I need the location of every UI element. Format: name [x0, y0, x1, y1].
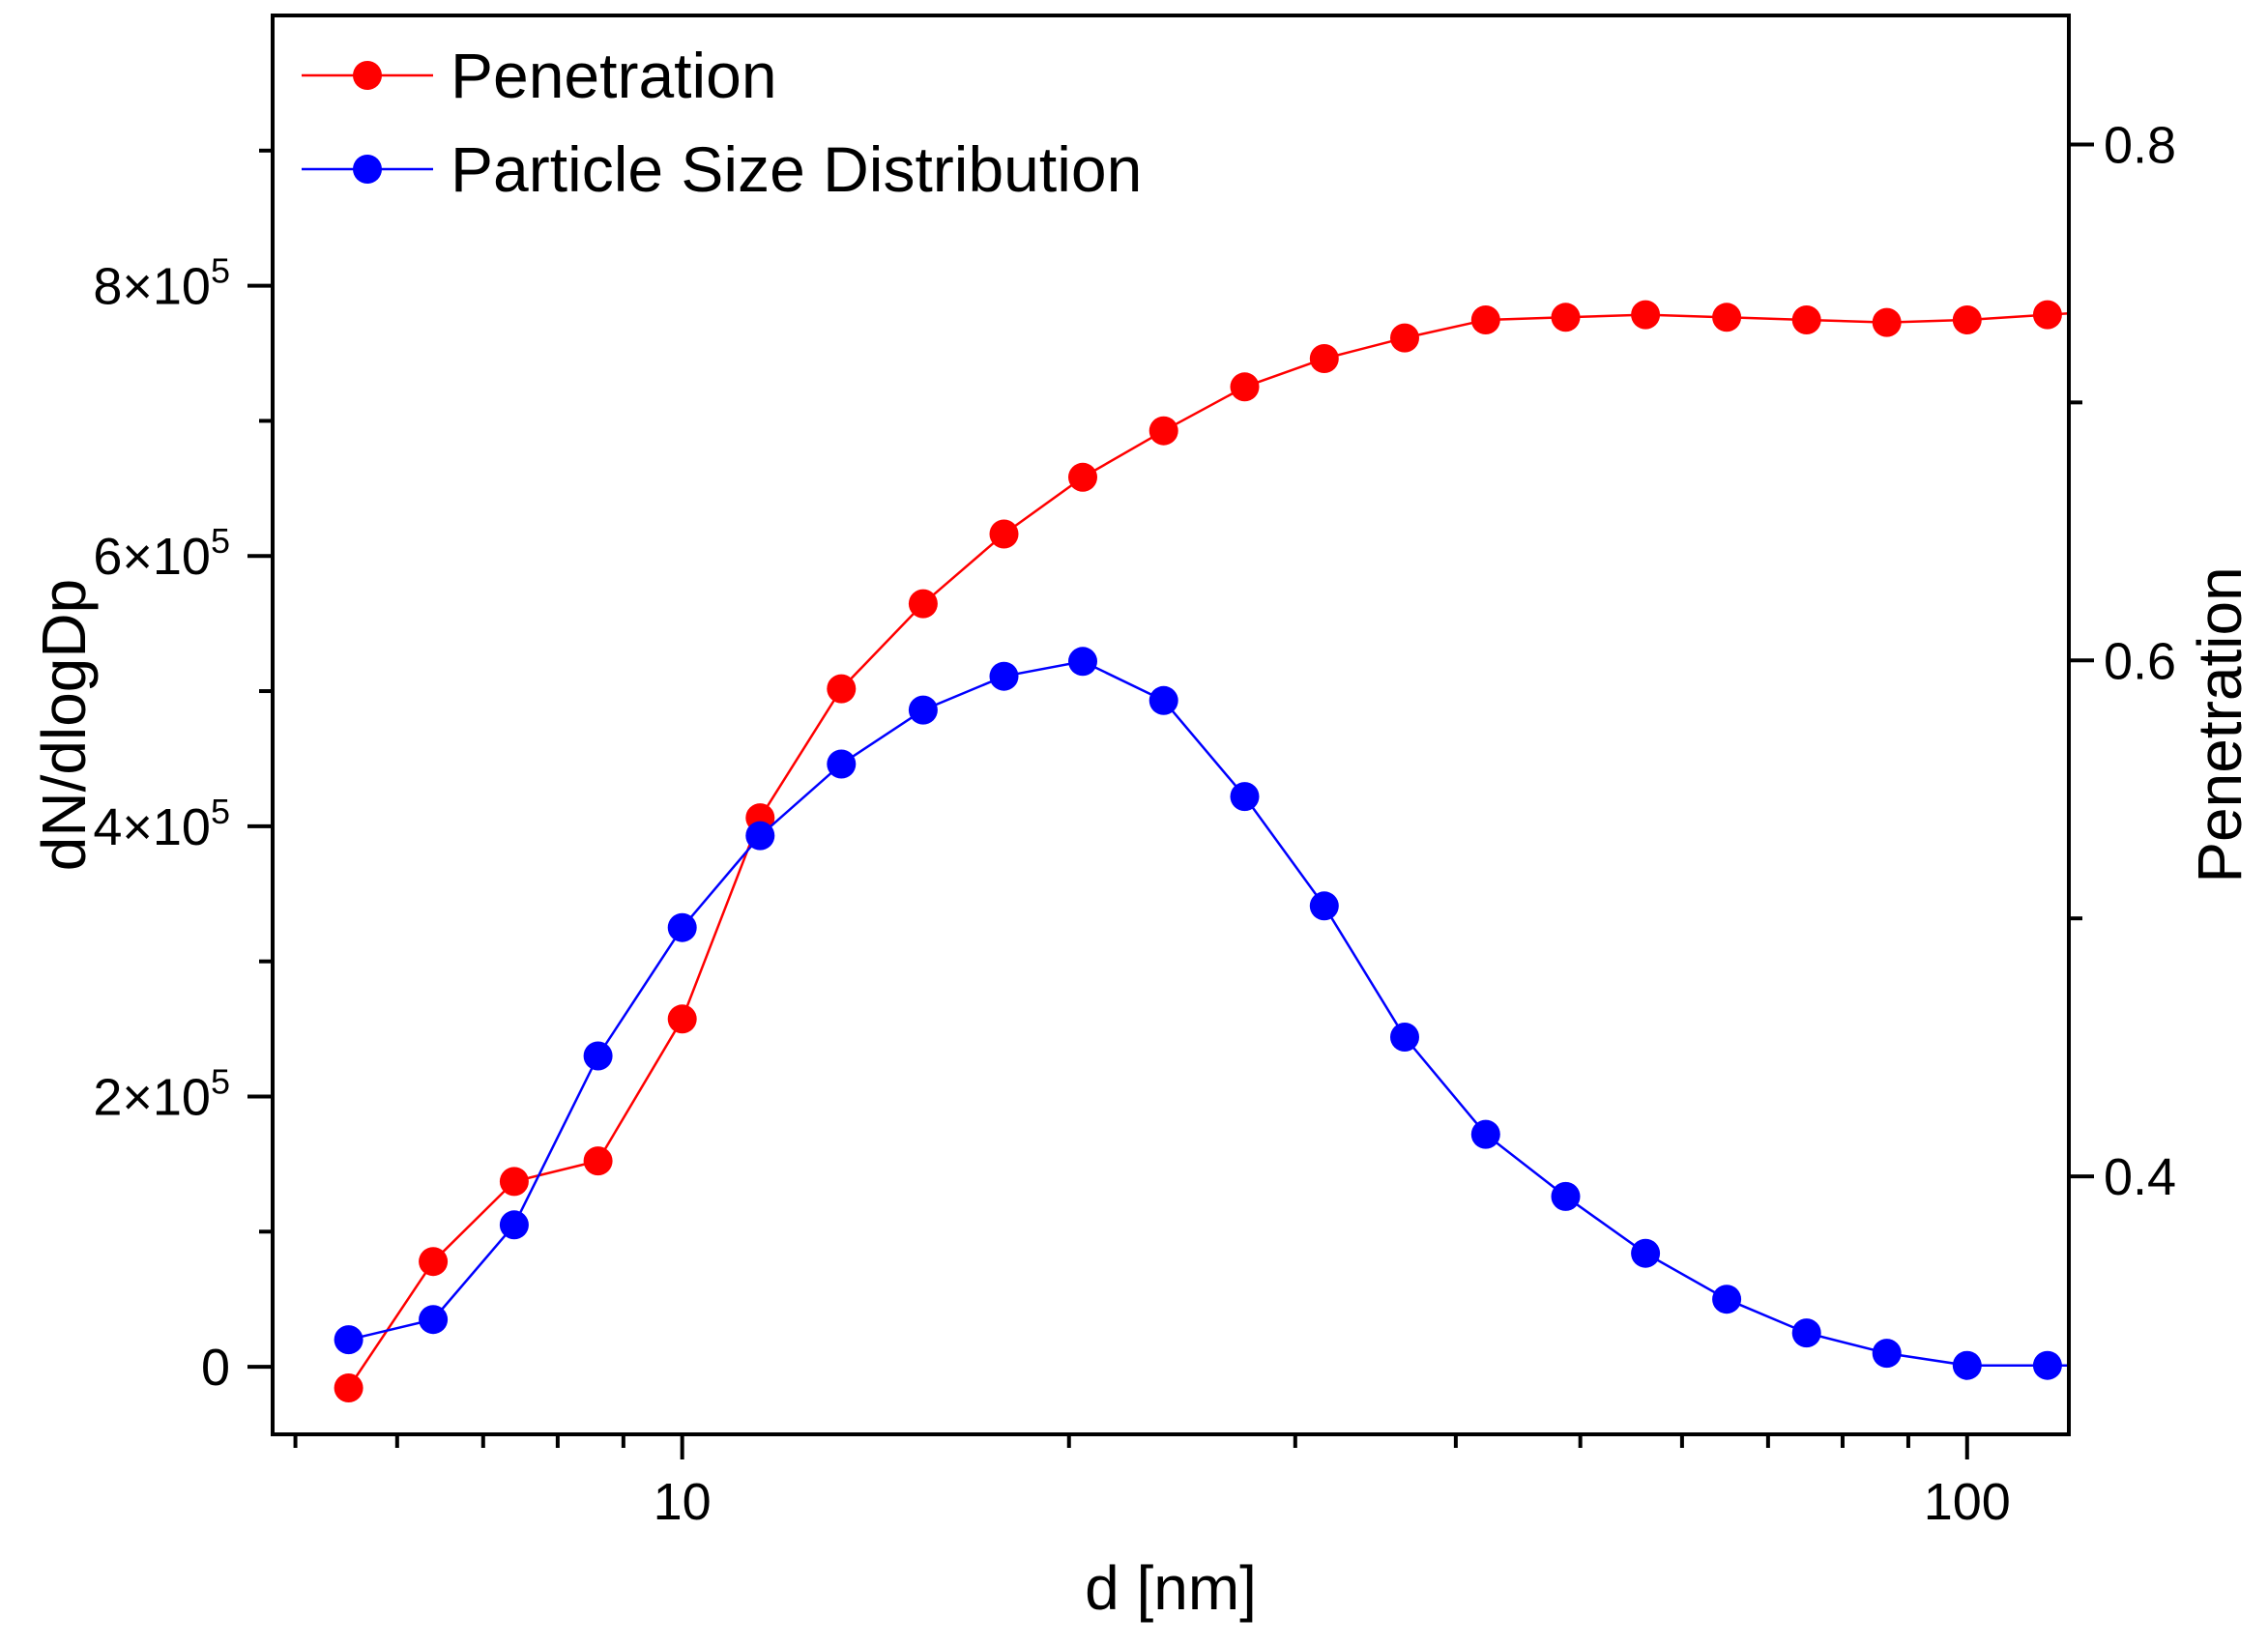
data-point-particle-size-distribution [827, 749, 857, 779]
data-point-penetration [2032, 300, 2062, 330]
legend-marker-particle-size-distribution [353, 155, 382, 184]
data-point-penetration [908, 589, 938, 619]
data-point-particle-size-distribution [1149, 685, 1178, 715]
data-point-particle-size-distribution [1791, 1318, 1821, 1348]
y-right-axis-title: Penetration [2185, 566, 2254, 882]
y-left-tick-mantissa: 4×10 [93, 798, 211, 856]
data-point-penetration [1149, 416, 1178, 446]
legend-item-particle-size-distribution: Particle Size Distribution [302, 133, 1142, 205]
y-left-tick-label: 4×105 [93, 792, 230, 856]
y-left-tick-exponent: 5 [211, 792, 230, 831]
series-particle-size-distribution [334, 647, 2069, 1380]
data-point-penetration [1631, 300, 1661, 330]
data-point-particle-size-distribution [667, 912, 697, 942]
data-point-penetration [989, 519, 1019, 549]
y-right-tick-label: 0.6 [2104, 632, 2176, 690]
data-point-penetration [1712, 303, 1742, 332]
y-left-tick-mantissa: 8×10 [93, 258, 211, 316]
data-point-particle-size-distribution [1068, 647, 1097, 677]
x-tick-label: 100 [1924, 1473, 2011, 1531]
x-tick-label: 10 [654, 1473, 712, 1531]
data-point-particle-size-distribution [1631, 1238, 1661, 1268]
data-point-penetration [1470, 305, 1500, 334]
data-point-penetration [583, 1146, 613, 1176]
y-left-tick-mantissa: 2×10 [93, 1068, 211, 1126]
data-point-particle-size-distribution [419, 1305, 449, 1335]
data-point-penetration [667, 1004, 697, 1034]
data-point-particle-size-distribution [1230, 782, 1260, 812]
data-point-particle-size-distribution [908, 695, 938, 725]
data-point-particle-size-distribution [334, 1325, 363, 1355]
data-point-penetration [1309, 344, 1339, 373]
data-point-penetration [334, 1373, 363, 1402]
data-point-particle-size-distribution [1712, 1285, 1742, 1314]
data-point-penetration [827, 674, 857, 704]
data-point-penetration [1952, 305, 1982, 334]
data-point-particle-size-distribution [1470, 1119, 1500, 1149]
data-point-penetration [1791, 305, 1821, 334]
data-point-penetration [1068, 462, 1097, 492]
legend-label-penetration: Penetration [451, 40, 777, 111]
y-left-tick-mantissa: 0 [201, 1339, 230, 1397]
data-point-particle-size-distribution [1952, 1350, 1982, 1380]
y-right-tick-label: 0.4 [2104, 1148, 2176, 1206]
legend-item-penetration: Penetration [302, 40, 777, 111]
data-point-particle-size-distribution [2032, 1350, 2062, 1380]
data-point-penetration [1872, 307, 1902, 337]
y-left-tick-exponent: 5 [211, 1061, 230, 1101]
data-point-penetration [1390, 323, 1419, 353]
data-point-particle-size-distribution [1872, 1339, 1902, 1369]
y-left-tick-exponent: 5 [211, 521, 230, 561]
data-point-particle-size-distribution [1551, 1181, 1581, 1211]
data-point-particle-size-distribution [1309, 891, 1339, 921]
data-point-penetration [499, 1167, 529, 1197]
data-point-particle-size-distribution [1390, 1023, 1419, 1052]
y-left-tick-label: 8×105 [93, 251, 230, 316]
y-left-tick-label: 6×105 [93, 521, 230, 586]
data-point-penetration [1230, 372, 1260, 402]
y-left-tick-mantissa: 6×10 [93, 528, 211, 586]
data-point-penetration [1551, 303, 1581, 332]
y-left-tick-exponent: 5 [211, 251, 230, 291]
y-left-axis-title: dN/dlogDp [29, 579, 99, 871]
y-left-tick-label: 2×105 [93, 1061, 230, 1126]
data-point-particle-size-distribution [989, 661, 1019, 691]
x-axis-title: d [nm] [1085, 1553, 1257, 1623]
legend-marker-penetration [353, 61, 382, 90]
data-point-particle-size-distribution [583, 1041, 613, 1071]
y-left-tick-label: 0 [201, 1339, 230, 1397]
legend-label-particle-size-distribution: Particle Size Distribution [451, 133, 1142, 205]
y-right-tick-label: 0.8 [2104, 116, 2176, 174]
plot-frame [271, 14, 2071, 1436]
data-point-particle-size-distribution [499, 1210, 529, 1240]
data-point-penetration [419, 1247, 449, 1277]
data-point-particle-size-distribution [745, 821, 775, 851]
